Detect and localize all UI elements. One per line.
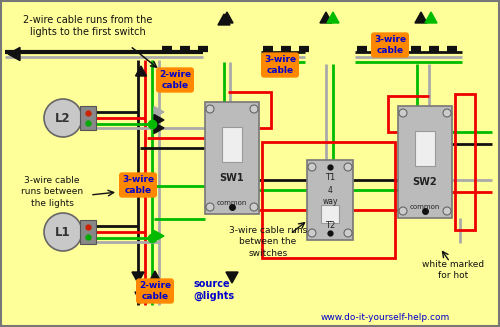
Polygon shape bbox=[221, 12, 233, 23]
Text: 3-wire cable
runs between
the lights: 3-wire cable runs between the lights bbox=[21, 176, 83, 208]
Text: 2-wire cable runs from the
lights to the first switch: 2-wire cable runs from the lights to the… bbox=[24, 15, 152, 37]
Circle shape bbox=[399, 207, 407, 215]
Polygon shape bbox=[415, 12, 427, 23]
Polygon shape bbox=[149, 271, 161, 282]
Text: 3-wire
cable: 3-wire cable bbox=[122, 175, 154, 195]
Bar bbox=[398, 106, 452, 218]
Polygon shape bbox=[320, 12, 332, 23]
Text: white marked
for hot: white marked for hot bbox=[422, 260, 484, 280]
Polygon shape bbox=[136, 66, 146, 76]
Text: 3-wire
cable: 3-wire cable bbox=[374, 35, 406, 55]
Polygon shape bbox=[8, 47, 20, 60]
Polygon shape bbox=[218, 14, 230, 25]
Text: SW1: SW1 bbox=[220, 173, 244, 183]
Bar bbox=[222, 127, 242, 163]
Circle shape bbox=[206, 203, 214, 211]
Bar bbox=[307, 160, 353, 240]
Circle shape bbox=[344, 229, 352, 237]
Text: common: common bbox=[217, 200, 247, 206]
Text: 2-wire
cable: 2-wire cable bbox=[139, 281, 171, 301]
Bar bbox=[262, 142, 395, 258]
Text: www.do-it-yourself-help.com: www.do-it-yourself-help.com bbox=[320, 314, 450, 322]
Circle shape bbox=[308, 163, 316, 171]
Polygon shape bbox=[327, 12, 339, 23]
Bar bbox=[322, 205, 338, 223]
Circle shape bbox=[250, 203, 258, 211]
Polygon shape bbox=[154, 231, 164, 242]
Circle shape bbox=[44, 213, 82, 251]
Text: 3-wire
cable: 3-wire cable bbox=[264, 55, 296, 75]
Bar bbox=[414, 131, 436, 166]
Text: T2: T2 bbox=[325, 221, 335, 230]
Bar bbox=[80, 220, 96, 244]
Text: 2-wire
cable: 2-wire cable bbox=[159, 70, 191, 90]
Text: common: common bbox=[410, 204, 440, 210]
Text: L2: L2 bbox=[55, 112, 71, 125]
Circle shape bbox=[344, 163, 352, 171]
Text: source
@lights: source @lights bbox=[193, 279, 234, 301]
Circle shape bbox=[250, 105, 258, 113]
Text: L1: L1 bbox=[55, 226, 71, 238]
Circle shape bbox=[206, 105, 214, 113]
Polygon shape bbox=[425, 12, 437, 23]
Circle shape bbox=[399, 109, 407, 117]
Bar bbox=[205, 102, 259, 214]
Circle shape bbox=[308, 229, 316, 237]
Polygon shape bbox=[154, 107, 164, 117]
Polygon shape bbox=[226, 272, 238, 283]
Polygon shape bbox=[132, 272, 144, 283]
Text: 4
way: 4 way bbox=[322, 186, 338, 206]
Circle shape bbox=[443, 109, 451, 117]
Bar bbox=[80, 106, 96, 130]
Polygon shape bbox=[135, 292, 147, 303]
Text: SW2: SW2 bbox=[412, 177, 438, 187]
Text: 3-wire cable runs
between the
switches: 3-wire cable runs between the switches bbox=[229, 226, 307, 258]
Circle shape bbox=[44, 99, 82, 137]
Circle shape bbox=[443, 207, 451, 215]
Text: T1: T1 bbox=[325, 173, 335, 182]
Polygon shape bbox=[154, 114, 164, 126]
Polygon shape bbox=[154, 123, 164, 133]
Bar bbox=[455, 94, 475, 230]
